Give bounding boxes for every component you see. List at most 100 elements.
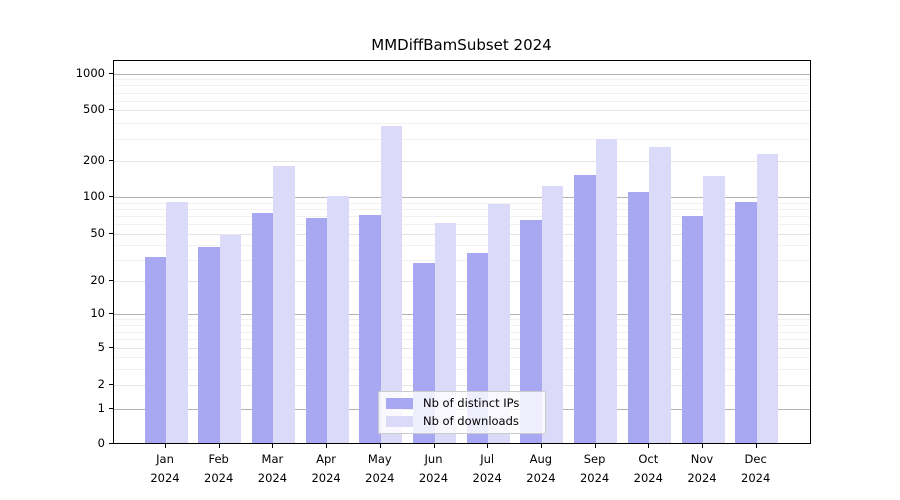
bar-downloads-feb [219,234,242,443]
gridline-minor [114,319,810,321]
gridline [114,110,810,112]
x-tick-mark [326,444,328,448]
legend: Nb of distinct IPs Nb of downloads [378,391,546,434]
x-tick-mark [540,444,542,448]
y-tick-mark [109,196,113,197]
gridline-minor [114,331,810,333]
gridline-minor [114,339,810,341]
gridline-minor [114,325,810,327]
bar-downloads-oct [649,146,671,443]
plot-area [113,60,811,444]
bar-distinct-ips-aug [520,219,542,443]
bar-downloads-jun [434,223,456,443]
y-tick-mark [109,109,113,111]
x-tick-mark [648,444,650,448]
x-tick-mark [379,444,381,448]
gridline [114,281,810,282]
y-tick-mark [109,347,113,349]
y-tick-label: 2 [97,377,105,391]
y-tick-mark [109,407,113,409]
bar-downloads-jul [488,204,510,443]
legend-swatch-distinct-ips-icon [386,398,413,409]
y-tick-mark [109,442,113,444]
bar-distinct-ips-jan [144,257,166,443]
y-tick-label: 1000 [75,65,105,80]
bar-distinct-ips-feb [198,246,220,443]
x-tick-label-oct: Oct 2024 [633,452,663,485]
gridline [114,385,810,386]
bar-distinct-ips-nov [681,216,703,443]
bar-downloads-aug [541,185,564,443]
gridline-minor [114,138,810,140]
x-tick-label-apr: Apr 2024 [311,452,341,485]
bar-distinct-ips-mar [251,212,274,443]
gridline-minor [114,122,810,124]
gridline-minor [114,224,810,226]
y-tick-mark [109,280,113,281]
gridline [114,161,810,162]
gridline [114,233,810,235]
gridline-minor [114,245,810,247]
bar-distinct-ips-oct [627,191,650,443]
gridline-minor [114,92,810,94]
gridline [114,348,810,350]
gridline-major [114,197,810,198]
x-tick-mark [594,444,596,448]
bar-downloads-nov [703,176,725,443]
y-tick-label: 0 [97,435,105,450]
x-tick-label-jan: Jan 2024 [150,452,180,485]
x-tick-label-may: May 2024 [365,452,395,485]
chart-title: MMDiffBamSubset 2024 [371,36,552,54]
legend-label-distinct-ips: Nb of distinct IPs [423,396,520,410]
legend-item-downloads: Nb of downloads [386,414,545,429]
x-tick-label-sep: Sep 2024 [579,452,610,485]
gridline-minor [114,79,810,81]
y-tick-label: 1 [97,400,105,415]
y-tick-label: 500 [83,102,105,117]
x-tick-label-jun: Jun 2024 [418,452,449,485]
x-tick-mark [433,444,435,448]
y-tick-label: 200 [83,153,105,167]
y-tick-mark [109,72,113,74]
gridline-minor [114,85,810,87]
gridline-minor [114,208,810,210]
y-tick-label: 100 [83,189,105,203]
x-tick-label-jul: Jul 2024 [472,452,502,485]
y-tick-label: 10 [90,306,105,321]
bar-downloads-mar [273,166,295,443]
gridline-minor [114,357,810,359]
y-tick-label: 20 [90,273,105,287]
bar-downloads-apr [327,196,349,443]
gridline-major [114,314,810,316]
bar-downloads-sep [595,138,618,443]
gridline-minor [114,100,810,102]
x-tick-mark [755,444,757,448]
bar-downloads-may [380,125,403,443]
bar-distinct-ips-apr [305,218,328,443]
x-tick-mark [272,444,274,448]
bar-downloads-dec [756,154,779,443]
x-tick-label-feb: Feb 2024 [204,452,234,485]
y-tick-label: 50 [90,225,105,240]
x-tick-mark [487,444,489,448]
y-tick-mark [109,160,113,161]
y-tick-mark [109,232,113,234]
legend-item-distinct-ips: Nb of distinct IPs [386,396,545,411]
y-tick-mark [109,313,113,315]
gridline-minor [114,202,810,204]
bar-distinct-ips-sep [574,174,596,443]
x-tick-label-aug: Aug 2024 [526,452,556,485]
gridline-minor [114,260,810,262]
x-tick-mark [702,444,703,448]
bar-downloads-jan [166,201,188,443]
x-tick-label-nov: Nov 2024 [687,452,717,485]
gridline-minor [114,215,810,217]
y-tick-mark [109,384,113,385]
gridline-minor [114,368,810,370]
x-tick-label-dec: Dec 2024 [741,452,771,485]
legend-label-downloads: Nb of downloads [423,414,519,428]
legend-swatch-downloads-icon [386,416,413,427]
bar-distinct-ips-dec [735,201,757,443]
y-tick-label: 5 [97,340,105,355]
